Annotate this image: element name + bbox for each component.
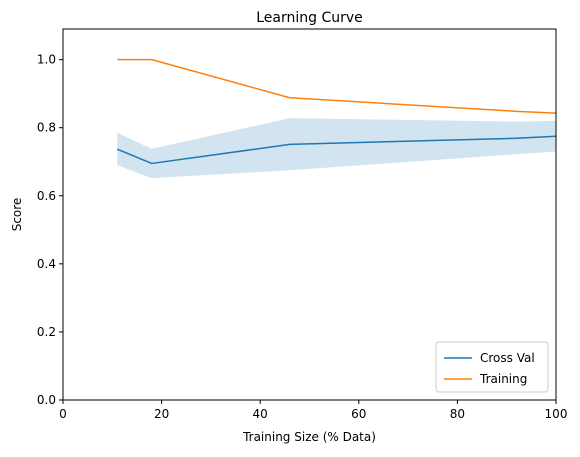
y-tick-label: 0.0 bbox=[37, 393, 56, 407]
legend-label-1: Training bbox=[479, 372, 527, 386]
x-tick-label: 0 bbox=[59, 407, 67, 421]
series-line-0 bbox=[116, 135, 557, 165]
x-tick-label: 80 bbox=[450, 407, 465, 421]
x-tick-label: 100 bbox=[545, 407, 568, 421]
y-tick-label: 0.8 bbox=[37, 121, 56, 135]
legend-label-0: Cross Val bbox=[480, 351, 535, 365]
plot-frame bbox=[62, 28, 557, 401]
series-line-1 bbox=[117, 58, 557, 114]
y-axis-ticks: 0.0 0.2 0.4 0.6 0.8 1.0 bbox=[37, 53, 63, 407]
y-tick-label: 0.2 bbox=[37, 325, 56, 339]
x-tick-label: 20 bbox=[154, 407, 169, 421]
chart-title: Learning Curve bbox=[256, 10, 363, 26]
x-axis-label: Training Size (% Data) bbox=[242, 430, 376, 444]
y-tick-label: 0.6 bbox=[37, 189, 56, 203]
plot-area bbox=[116, 58, 557, 179]
legend: Cross Val Training bbox=[435, 341, 549, 393]
y-tick-label: 1.0 bbox=[37, 53, 56, 67]
y-axis-label: Score bbox=[10, 198, 24, 232]
x-tick-label: 40 bbox=[253, 407, 268, 421]
x-tick-label: 60 bbox=[351, 407, 366, 421]
x-axis-ticks: 0 20 40 60 80 100 bbox=[59, 400, 567, 421]
series-band-0 bbox=[117, 118, 556, 179]
y-tick-label: 0.4 bbox=[37, 257, 56, 271]
